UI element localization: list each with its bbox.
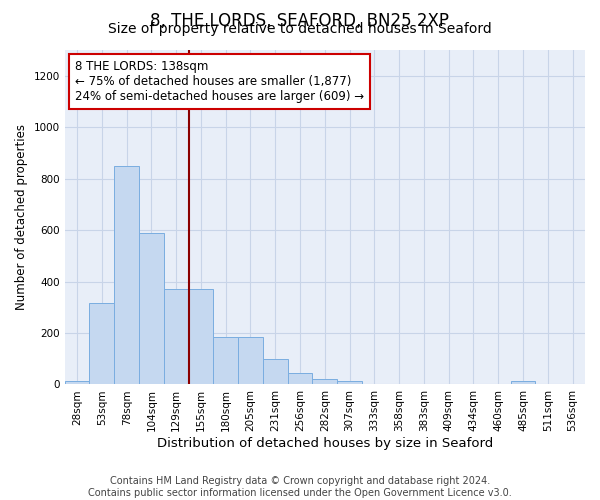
Bar [164, 290, 188, 384]
Bar [287, 373, 313, 384]
Bar [337, 380, 362, 384]
Bar [139, 232, 164, 384]
Bar [89, 304, 114, 384]
Bar [263, 358, 287, 384]
Bar [65, 380, 89, 384]
Bar [188, 290, 214, 384]
Bar [214, 337, 238, 384]
Bar [238, 337, 263, 384]
X-axis label: Distribution of detached houses by size in Seaford: Distribution of detached houses by size … [157, 437, 493, 450]
Text: 8 THE LORDS: 138sqm
← 75% of detached houses are smaller (1,877)
24% of semi-det: 8 THE LORDS: 138sqm ← 75% of detached ho… [75, 60, 364, 103]
Bar [313, 380, 337, 384]
Y-axis label: Number of detached properties: Number of detached properties [15, 124, 28, 310]
Bar [511, 380, 535, 384]
Text: Size of property relative to detached houses in Seaford: Size of property relative to detached ho… [108, 22, 492, 36]
Bar [114, 166, 139, 384]
Text: 8, THE LORDS, SEAFORD, BN25 2XP: 8, THE LORDS, SEAFORD, BN25 2XP [151, 12, 449, 30]
Text: Contains HM Land Registry data © Crown copyright and database right 2024.
Contai: Contains HM Land Registry data © Crown c… [88, 476, 512, 498]
